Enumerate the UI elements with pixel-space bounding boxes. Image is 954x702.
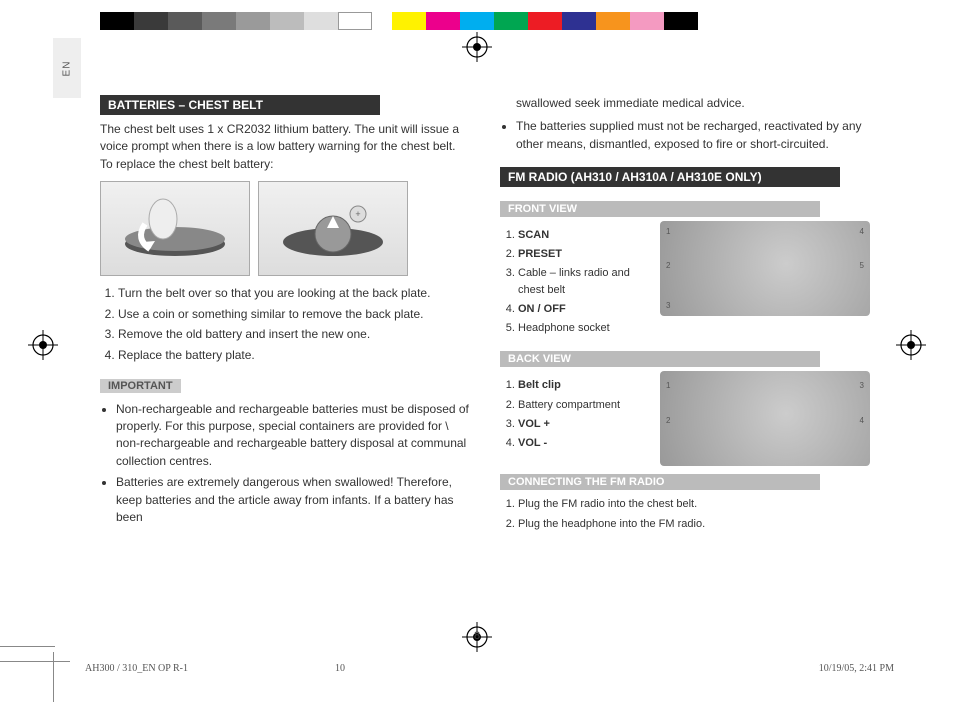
connecting-figures (500, 539, 870, 629)
intro-text: The chest belt uses 1 x CR2032 lithium b… (100, 121, 470, 173)
footer-timestamp: 10/19/05, 2:41 PM (819, 663, 894, 674)
figure-belt-turn (100, 181, 250, 276)
list-item: PRESET (518, 246, 650, 263)
figure-plug-belt (500, 539, 660, 629)
list-item: VOL + (518, 416, 650, 433)
registration-mark-left (28, 330, 58, 360)
battery-figures: + (100, 181, 470, 276)
left-column: BATTERIES – CHEST BELT The chest belt us… (100, 95, 470, 629)
language-tab: EN (53, 38, 81, 98)
step: Remove the old battery and insert the ne… (118, 325, 470, 344)
subheading-front-view: FRONT VIEW (500, 201, 820, 217)
important-item: Batteries are extremely dangerous when s… (116, 474, 470, 526)
important-label: IMPORTANT (100, 379, 181, 393)
figure-radio-front: 1 2 3 4 5 (660, 221, 870, 316)
back-view-list: Belt clip Battery compartment VOL + VOL … (518, 377, 650, 451)
continuation-list: The batteries supplied must not be recha… (516, 118, 870, 153)
figure-plug-headphone (672, 539, 832, 629)
step: Replace the battery plate. (118, 346, 470, 365)
battery-steps: Turn the belt over so that you are looki… (118, 284, 470, 364)
figure-radio-back: 1 2 3 4 (660, 371, 870, 466)
crop-mark (0, 646, 55, 647)
figure-coin-remove: + (258, 181, 408, 276)
step: Plug the FM radio into the chest belt. (518, 496, 870, 513)
connecting-steps: Plug the FM radio into the chest belt. P… (518, 496, 870, 532)
important-item: Non-rechargeable and rechargeable batter… (116, 401, 470, 471)
page-number: 8 (474, 630, 480, 642)
list-item: ON / OFF (518, 301, 650, 318)
list-item: VOL - (518, 435, 650, 452)
page-content: BATTERIES – CHEST BELT The chest belt us… (100, 95, 870, 629)
front-view-list: SCAN PRESET Cable – links radio and ches… (518, 227, 650, 337)
right-column: swallowed seek immediate medical advice.… (500, 95, 870, 629)
section-heading-fmradio: FM RADIO (AH310 / AH310A / AH310E ONLY) (500, 167, 840, 187)
list-item: Battery compartment (518, 397, 650, 414)
footer-sheet-num: 10 (335, 663, 345, 674)
step: Turn the belt over so that you are looki… (118, 284, 470, 303)
crop-mark (0, 661, 70, 662)
section-heading-batteries: BATTERIES – CHEST BELT (100, 95, 380, 115)
svg-text:+: + (355, 209, 360, 219)
continuation-item: The batteries supplied must not be recha… (516, 118, 870, 153)
color-calibration-bar (100, 12, 698, 30)
crop-mark (53, 652, 54, 702)
registration-mark-top (462, 32, 492, 62)
continuation-text: swallowed seek immediate medical advice. (516, 95, 870, 112)
back-view-block: Belt clip Battery compartment VOL + VOL … (500, 371, 870, 466)
important-list: Non-rechargeable and rechargeable batter… (116, 401, 470, 527)
subheading-connecting: CONNECTING THE FM RADIO (500, 474, 820, 490)
registration-mark-right (896, 330, 926, 360)
footer: AH300 / 310_EN OP R-1 10 10/19/05, 2:41 … (85, 663, 894, 674)
front-view-block: SCAN PRESET Cable – links radio and ches… (500, 221, 870, 343)
list-item: Belt clip (518, 377, 650, 394)
subheading-back-view: BACK VIEW (500, 351, 820, 367)
step: Use a coin or something similar to remov… (118, 305, 470, 324)
footer-doc-id: AH300 / 310_EN OP R-1 (85, 663, 188, 674)
list-item: SCAN (518, 227, 650, 244)
language-code: EN (62, 60, 73, 76)
step: Plug the headphone into the FM radio. (518, 516, 870, 533)
list-item: Cable – links radio and chest belt (518, 265, 650, 299)
list-item: Headphone socket (518, 320, 650, 337)
